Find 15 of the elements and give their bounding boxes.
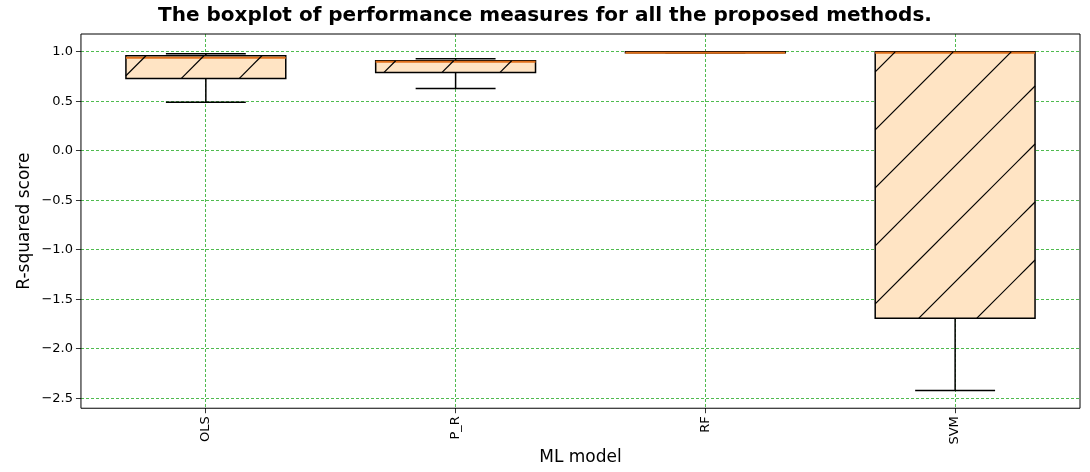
x-axis-title: ML model (539, 446, 622, 467)
x-tick-label: RF (696, 416, 712, 433)
y-tick-label: −2.0 (41, 340, 73, 356)
y-tick-label: −1.0 (41, 241, 73, 257)
chart-title: The boxplot of performance measures for all the proposed methods. (158, 2, 932, 27)
y-tick-label: 0.0 (52, 142, 73, 158)
y-axis-title: R-squared score (12, 152, 33, 290)
y-tick-label: −2.5 (41, 389, 73, 405)
y-tick-label: −1.5 (41, 290, 73, 306)
y-tick-label: −0.5 (41, 191, 73, 207)
y-tick-label: 1.0 (52, 43, 73, 59)
x-tick-label: SVM (946, 416, 962, 445)
x-tick-label: P_R (446, 416, 462, 440)
x-tick-label: OLS (197, 416, 213, 442)
y-tick-label: 0.5 (52, 92, 73, 108)
